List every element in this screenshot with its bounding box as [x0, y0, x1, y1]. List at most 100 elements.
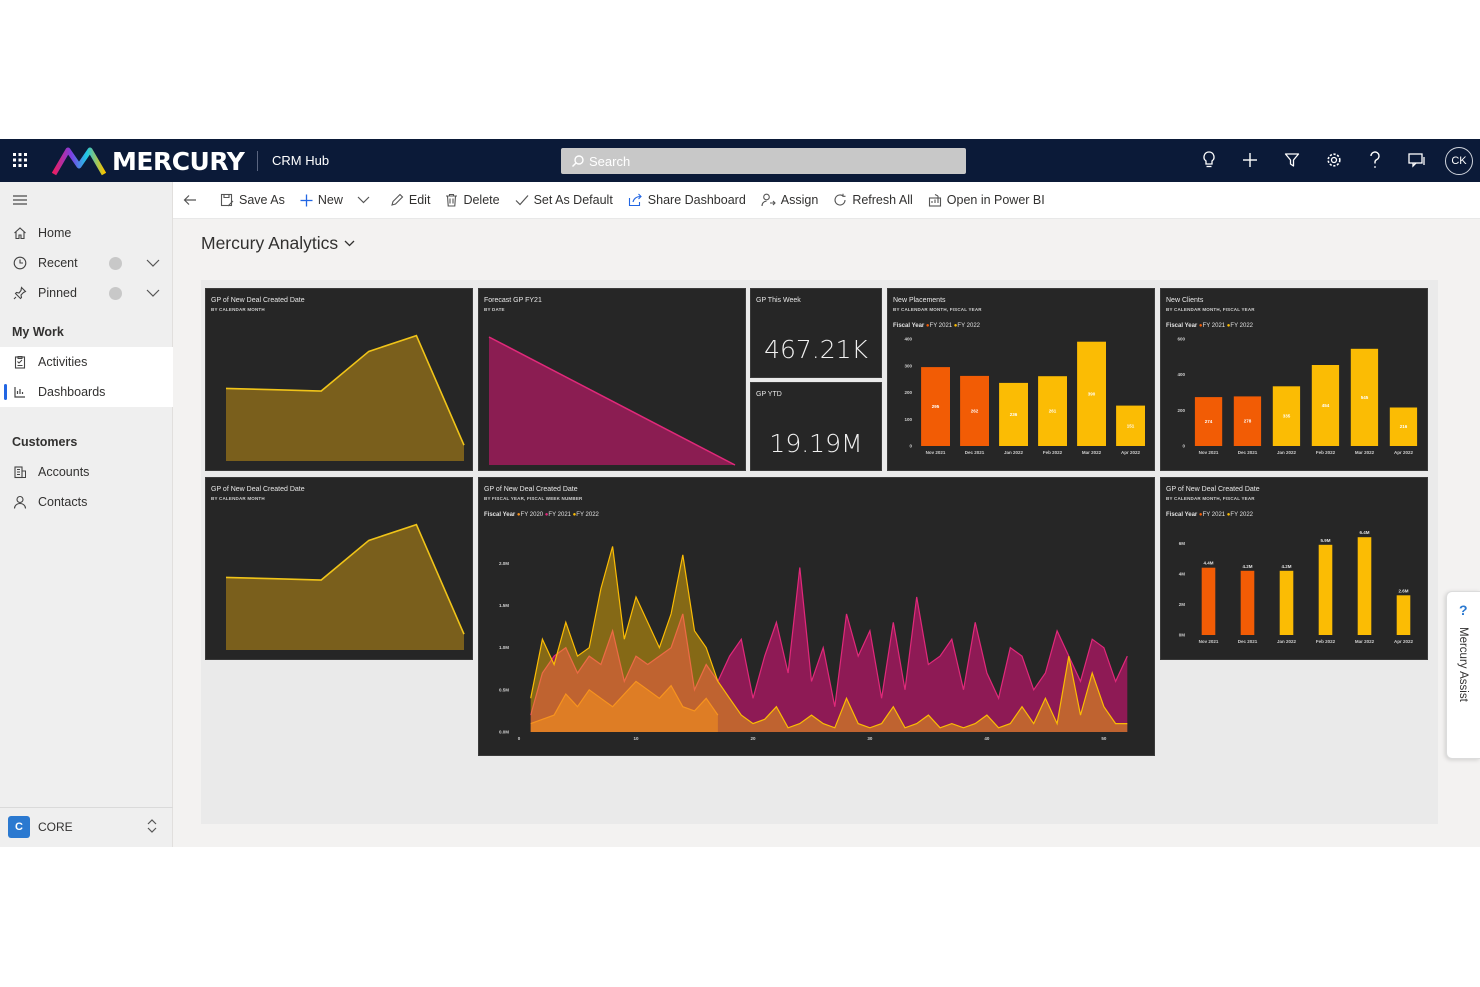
pin-icon: [12, 285, 28, 301]
y-tick-label: 300: [904, 363, 912, 368]
sidebar-item-home[interactable]: Home: [0, 218, 173, 248]
area-chart: [225, 334, 465, 461]
tile-title: GP of New Deal Created Date: [484, 486, 578, 493]
tile-gp-weekly[interactable]: GP of New Deal Created Date BY FISCAL YE…: [478, 477, 1155, 756]
help-icon: ?: [1459, 602, 1468, 618]
data-label: 216: [1400, 424, 1408, 429]
dashboard-selector[interactable]: Mercury Analytics: [201, 233, 355, 254]
open-powerbi-button[interactable]: Open in Power BI: [928, 182, 1045, 219]
chart-legend: Fiscal Year ●FY 2021 ●FY 2022: [893, 323, 980, 329]
x-tick-label: Nov 2021: [1199, 639, 1219, 644]
brand-logo[interactable]: MERCURY: [52, 145, 245, 177]
bar: [1116, 405, 1145, 446]
hamburger-menu-button[interactable]: [0, 185, 173, 215]
series-line: [225, 334, 465, 446]
tile-gp-this-week[interactable]: GP This Week 467.21K: [750, 288, 882, 378]
tile-new-clients[interactable]: New Clients BY CALENDAR MONTH, FISCAL YE…: [1160, 288, 1428, 471]
tile-title: GP of New Deal Created Date: [211, 486, 305, 493]
trash-icon: [446, 193, 458, 207]
series-line: [488, 336, 736, 466]
lightbulb-icon[interactable]: [1199, 150, 1219, 170]
bar: [1279, 570, 1294, 635]
mercury-assist-tab[interactable]: ? Mercury Assist: [1446, 591, 1480, 759]
refresh-all-button[interactable]: Refresh All: [833, 182, 913, 219]
new-button[interactable]: New: [300, 182, 375, 219]
y-tick-label: 2M: [1179, 602, 1186, 607]
chevron-down-icon[interactable]: [146, 256, 160, 270]
chevron-down-icon[interactable]: [357, 196, 370, 204]
tile-title: New Clients: [1166, 297, 1204, 304]
sidebar-item-label: Dashboards: [38, 385, 106, 399]
home-icon: [12, 225, 28, 241]
plus-icon[interactable]: [1240, 150, 1260, 170]
filter-icon[interactable]: [1282, 150, 1302, 170]
data-label: 274: [1205, 419, 1213, 424]
y-tick-label: 200: [904, 390, 912, 395]
bar: [1357, 537, 1372, 635]
avatar[interactable]: CK: [1445, 147, 1473, 175]
sidebar-item-dashboards[interactable]: Dashboards: [0, 377, 173, 407]
share-label: Share Dashboard: [647, 193, 746, 207]
x-tick-label: Dec 2021: [965, 450, 985, 455]
sidebar-item-accounts[interactable]: Accounts: [0, 457, 173, 487]
area-switcher[interactable]: C CORE: [0, 807, 173, 847]
plus-icon: [300, 194, 313, 206]
set-default-button[interactable]: Set As Default: [515, 182, 613, 219]
bar: [1350, 348, 1379, 446]
assign-person-icon: [761, 193, 776, 207]
tile-gp-ytd[interactable]: GP YTD 19.19M: [750, 382, 882, 471]
legend-item: FY 2021: [548, 512, 571, 518]
share-dashboard-button[interactable]: Share Dashboard: [628, 182, 746, 219]
tile-title: GP This Week: [756, 297, 801, 304]
back-button[interactable]: [183, 182, 202, 219]
bar: [1233, 396, 1262, 446]
data-label: 454: [1322, 403, 1330, 408]
tile-gp-new-deal-monthly-area-2[interactable]: GP of New Deal Created Date BY CALENDAR …: [205, 477, 473, 660]
hamburger-icon: [12, 192, 28, 208]
info-badge: [109, 256, 122, 270]
legend-item: FY 2022: [957, 323, 980, 329]
x-tick-label: 0: [518, 736, 521, 741]
bar: [1272, 386, 1301, 446]
sidebar-item-contacts[interactable]: Contacts: [0, 487, 173, 517]
bar: [1318, 544, 1333, 635]
y-tick-label: 2.0M: [499, 561, 509, 566]
app-name[interactable]: CRM Hub: [272, 153, 330, 168]
legend-item: FY 2022: [576, 512, 599, 518]
app-launcher-icon[interactable]: [12, 152, 28, 168]
data-label: 335: [1283, 414, 1291, 419]
assign-button[interactable]: Assign: [761, 182, 818, 219]
save-as-button[interactable]: Save As: [220, 182, 285, 219]
chevron-down-icon[interactable]: [146, 286, 160, 300]
tile-forecast-gp[interactable]: Forecast GP FY21 BY DATE: [478, 288, 746, 471]
data-label: 4.4M: [1203, 561, 1213, 566]
tile-gp-new-deal-monthly-area[interactable]: GP of New Deal Created Date BY CALENDAR …: [205, 288, 473, 471]
person-icon: [12, 494, 28, 510]
sidebar-item-label: Contacts: [38, 495, 88, 509]
chat-icon[interactable]: [1407, 150, 1427, 170]
data-label: 2.6M: [1398, 588, 1408, 593]
bar: [1194, 397, 1223, 446]
edit-button[interactable]: Edit: [390, 182, 430, 219]
tile-gp-monthly-bars[interactable]: GP of New Deal Created Date BY CALENDAR …: [1160, 477, 1428, 660]
section-heading-my-work: My Work: [12, 325, 64, 339]
search-input[interactable]: Search: [561, 148, 966, 174]
help-icon[interactable]: [1365, 150, 1385, 170]
legend-item: FY 2021: [929, 323, 953, 329]
data-label: 545: [1361, 395, 1369, 400]
gear-icon[interactable]: [1324, 150, 1344, 170]
y-tick-label: 0M: [1179, 633, 1186, 638]
delete-button[interactable]: Delete: [445, 182, 500, 219]
sidebar-item-pinned[interactable]: Pinned: [0, 278, 173, 308]
bar: [999, 382, 1028, 446]
x-tick-label: 20: [750, 736, 756, 741]
sidebar-item-recent[interactable]: Recent: [0, 248, 173, 278]
tile-new-placements[interactable]: New Placements BY CALENDAR MONTH, FISCAL…: [887, 288, 1155, 471]
save-as-icon: [220, 193, 234, 207]
tile-title: GP YTD: [756, 391, 782, 398]
sidebar-item-activities[interactable]: Activities: [0, 347, 173, 377]
tile-subtitle: BY CALENDAR MONTH: [211, 496, 265, 501]
page-title: Mercury Analytics: [201, 233, 339, 253]
legend-item: FY 2022: [1230, 512, 1253, 518]
series-line: [530, 680, 719, 725]
